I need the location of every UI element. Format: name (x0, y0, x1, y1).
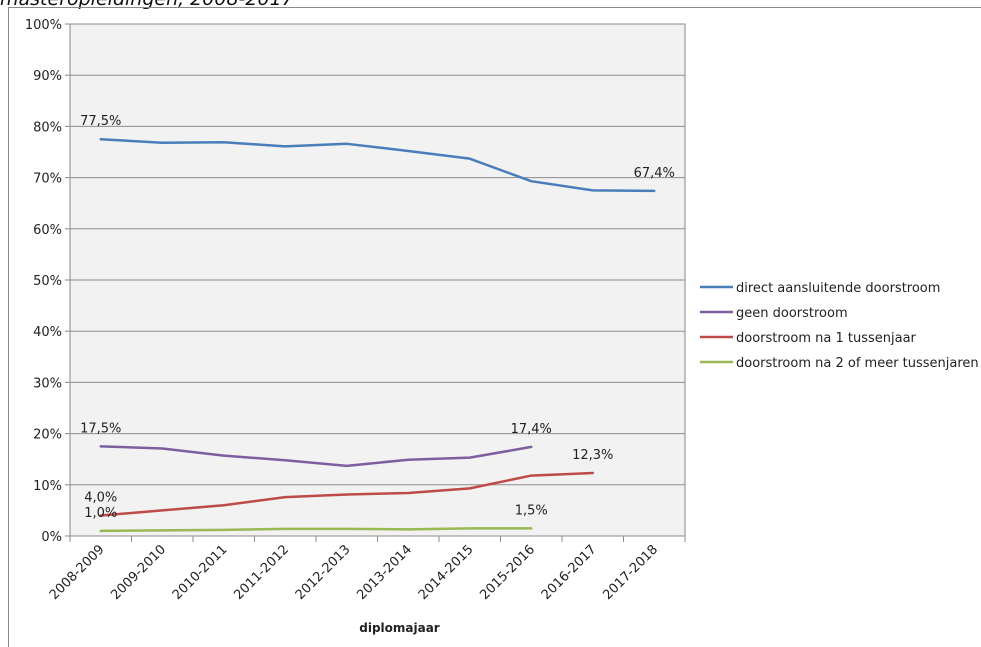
data-label: 4,0% (84, 491, 117, 506)
x-tick-label: 2017-2018 (600, 542, 661, 603)
data-label: 12,3% (572, 448, 613, 463)
data-label: 17,4% (511, 422, 552, 437)
data-label: 1,0% (84, 506, 117, 521)
y-tick-label: 60% (33, 223, 62, 238)
y-tick-label: 10% (33, 479, 62, 494)
x-tick-label: 2011-2012 (231, 542, 292, 603)
y-tick-label: 40% (33, 325, 62, 340)
y-tick-label: 80% (33, 120, 62, 135)
y-tick-label: 100% (25, 18, 62, 33)
x-tick-label: 2015-2016 (477, 542, 538, 603)
x-tick-label: 2013-2014 (354, 542, 415, 603)
y-tick-label: 20% (33, 428, 62, 443)
x-tick-label: 2008-2009 (47, 542, 108, 603)
x-tick-label: 2009-2010 (108, 542, 169, 603)
y-tick-label: 70% (33, 172, 62, 187)
legend-label: direct aansluitende doorstroom (736, 281, 940, 296)
legend-label: doorstroom na 2 of meer tussenjaren (736, 356, 979, 371)
legend-label: geen doorstroom (736, 306, 848, 321)
y-tick-label: 90% (33, 69, 62, 84)
y-tick-label: 50% (33, 274, 62, 289)
data-label: 77,5% (80, 114, 121, 129)
y-tick-label: 0% (41, 530, 62, 545)
x-tick-label: 2012-2013 (293, 542, 354, 603)
x-tick-label: 2016-2017 (539, 542, 600, 603)
y-tick-label: 30% (33, 376, 62, 391)
data-label: 17,5% (80, 421, 121, 436)
x-tick-label: 2014-2015 (416, 542, 477, 603)
x-tick-label: 2010-2011 (170, 542, 231, 603)
legend-label: doorstroom na 1 tussenjaar (736, 331, 917, 346)
x-axis-title: diplomajaar (359, 621, 440, 635)
data-label: 67,4% (634, 166, 675, 181)
data-label: 1,5% (515, 503, 548, 518)
